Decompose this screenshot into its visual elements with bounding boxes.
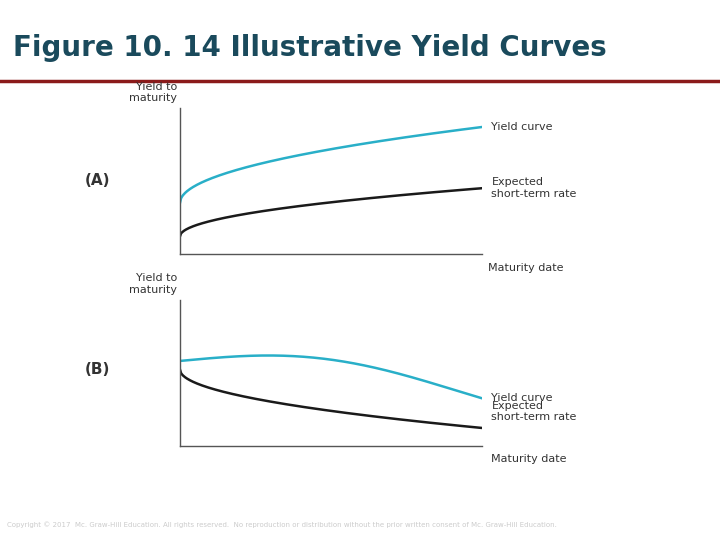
Text: Expected
short-term rate: Expected short-term rate <box>492 177 577 199</box>
Text: Yield to
maturity: Yield to maturity <box>129 273 177 295</box>
Text: Expected
short-term rate: Expected short-term rate <box>492 401 577 422</box>
Text: Yield curve: Yield curve <box>492 122 553 132</box>
Text: (B): (B) <box>84 362 110 377</box>
Text: Copyright © 2017  Mc. Graw-Hill Education. All rights reserved.  No reproduction: Copyright © 2017 Mc. Graw-Hill Education… <box>7 522 557 529</box>
Text: Figure 10. 14 Illustrative Yield Curves: Figure 10. 14 Illustrative Yield Curves <box>13 34 607 62</box>
Text: Yield curve: Yield curve <box>492 394 553 403</box>
Text: (A): (A) <box>84 173 110 188</box>
Text: Maturity date: Maturity date <box>492 454 567 464</box>
Text: Yield to
maturity: Yield to maturity <box>129 82 177 103</box>
Text: 47: 47 <box>696 518 713 532</box>
Text: Maturity date: Maturity date <box>488 262 564 273</box>
